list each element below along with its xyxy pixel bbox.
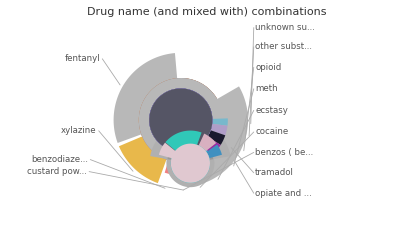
Polygon shape: [143, 106, 214, 149]
Polygon shape: [159, 143, 210, 183]
Text: cocaine: cocaine: [255, 127, 288, 137]
Polygon shape: [139, 78, 223, 163]
Text: opiate and ...: opiate and ...: [255, 189, 312, 198]
Text: other subst...: other subst...: [255, 42, 312, 51]
Polygon shape: [144, 100, 218, 140]
Text: benzodiaze...: benzodiaze...: [32, 155, 88, 164]
Polygon shape: [150, 122, 230, 187]
Polygon shape: [157, 81, 220, 123]
Polygon shape: [149, 88, 212, 163]
Polygon shape: [142, 113, 197, 159]
Polygon shape: [149, 88, 221, 156]
Text: ecstasy: ecstasy: [255, 106, 288, 115]
Polygon shape: [146, 132, 187, 160]
Text: meth: meth: [255, 84, 278, 93]
Polygon shape: [165, 131, 210, 183]
Polygon shape: [188, 134, 213, 158]
Polygon shape: [149, 88, 212, 167]
Polygon shape: [142, 109, 207, 156]
Polygon shape: [149, 89, 225, 152]
Polygon shape: [140, 79, 212, 151]
Text: unknown su...: unknown su...: [255, 23, 315, 32]
Text: xylazine: xylazine: [61, 126, 97, 135]
Polygon shape: [149, 88, 228, 152]
Polygon shape: [168, 140, 213, 178]
Polygon shape: [149, 89, 228, 152]
Polygon shape: [196, 122, 220, 152]
Text: fentanyl: fentanyl: [65, 54, 100, 63]
Polygon shape: [171, 144, 222, 183]
Polygon shape: [139, 78, 248, 186]
Polygon shape: [119, 78, 223, 183]
Polygon shape: [139, 78, 223, 175]
Text: Drug name (and mixed with) combinations: Drug name (and mixed with) combinations: [87, 7, 327, 17]
Text: benzos ( be...: benzos ( be...: [255, 148, 314, 157]
Text: tramadol: tramadol: [255, 168, 294, 177]
Polygon shape: [147, 89, 220, 132]
Text: custard pow...: custard pow...: [27, 167, 87, 176]
Text: opioid: opioid: [255, 63, 282, 72]
Polygon shape: [171, 134, 216, 183]
Polygon shape: [114, 53, 223, 162]
Polygon shape: [149, 88, 212, 167]
